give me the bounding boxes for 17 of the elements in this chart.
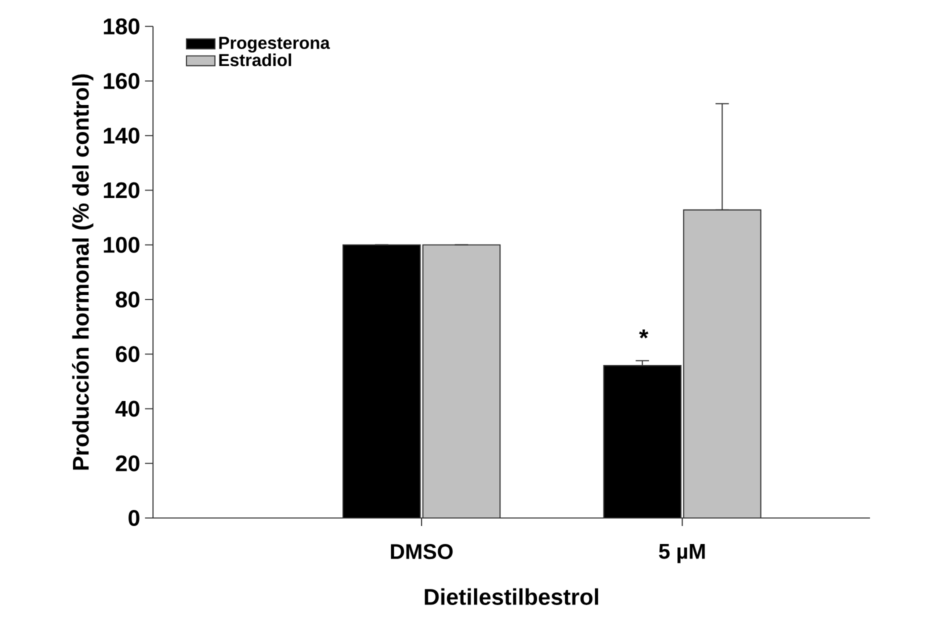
y-tick-label: 100 [104,236,140,253]
y-tick-label: 140 [104,128,140,144]
x-tick-label: 5 µM [659,544,705,564]
y-tick-label: 40 [115,400,140,417]
y-tick-label: 80 [116,291,140,308]
y-tick-label: 0 [128,510,140,526]
y-tick-label: 60 [116,346,140,362]
legend-label: Progesterona [219,36,330,53]
y-tick-label: 160 [104,72,140,90]
x-axis-title: Dietilestilbestrol [424,588,598,605]
x-tick-label: DMSO [390,544,453,560]
y-tick-label: 20 [116,455,140,472]
y-tick-label: 120 [104,182,140,198]
legend-label: Estradiol [219,53,292,66]
y-tick-label: 180 [104,18,140,34]
annotation: * [639,329,648,338]
y-axis-title: Producción hormonal (% del control) [72,74,94,470]
